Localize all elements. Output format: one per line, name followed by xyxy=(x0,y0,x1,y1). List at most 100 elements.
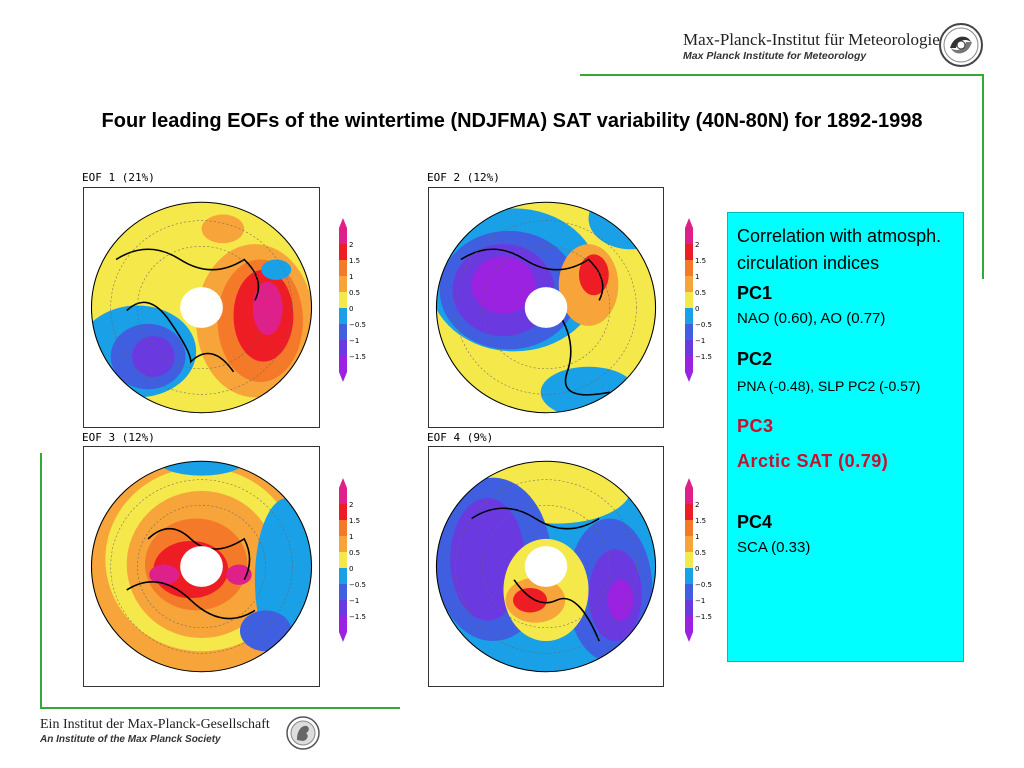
pc3-label: PC3 xyxy=(737,416,774,436)
colorbar-tick-label: 1 xyxy=(349,273,353,281)
colorbar-segment xyxy=(339,276,347,292)
colorbar-segment xyxy=(339,260,347,276)
colorbar-segment xyxy=(685,260,693,276)
colorbar-segment xyxy=(339,340,347,356)
colorbar-segment xyxy=(685,228,693,244)
colorbar-eof4: 2 1.5 1 0.5 0 −0.5 −1 −1.5 xyxy=(685,478,712,642)
colorbar-segment xyxy=(685,568,693,584)
colorbar-tick-label: −0.5 xyxy=(349,321,366,329)
pc1-label: PC1 xyxy=(737,283,773,303)
divider-right xyxy=(982,74,984,279)
minerva-logo-icon xyxy=(286,716,320,750)
colorbar-segment xyxy=(339,520,347,536)
institute-logo-icon xyxy=(939,23,983,67)
colorbar-eof2: 2 1.5 1 0.5 0 −0.5 −1 −1.5 xyxy=(685,218,712,382)
colorbar-segment xyxy=(339,244,347,260)
colorbar-tick-label: 0.5 xyxy=(349,549,360,557)
colorbar-arrow-top xyxy=(685,218,693,228)
colorbar-arrow-bottom xyxy=(685,372,693,382)
colorbar-tick-label: 1 xyxy=(349,533,353,541)
colorbar-tick-label: 2 xyxy=(695,501,699,509)
colorbar-tick-label: 1 xyxy=(695,533,699,541)
colorbar-arrow-bottom xyxy=(339,372,347,382)
colorbar-arrow-top xyxy=(339,478,347,488)
colorbar-arrow-bottom xyxy=(685,632,693,642)
colorbar-tick-label: −1.5 xyxy=(349,613,366,621)
colorbar-segment xyxy=(339,536,347,552)
colorbar-tick-label: 0 xyxy=(695,565,699,573)
colorbar-segment xyxy=(685,308,693,324)
colorbar-segment xyxy=(685,536,693,552)
colorbar-tick-label: −0.5 xyxy=(349,581,366,589)
colorbar-tick-label: 2 xyxy=(349,501,353,509)
colorbar-segment xyxy=(685,292,693,308)
colorbar-segment xyxy=(339,228,347,244)
colorbar-segment xyxy=(685,340,693,356)
correlation-info-box: Correlation with atmosph. circulation in… xyxy=(727,212,964,662)
colorbar-segment xyxy=(685,584,693,600)
colorbar-segment xyxy=(339,552,347,568)
colorbar-segment xyxy=(339,488,347,504)
colorbar-segment xyxy=(685,552,693,568)
colorbar-tick-label: −0.5 xyxy=(695,581,712,589)
colorbar-tick-label: 0.5 xyxy=(695,289,706,297)
colorbar-tick-label: −1 xyxy=(695,337,705,345)
colorbar-segment xyxy=(339,356,347,372)
pc1-value: NAO (0.60), AO (0.77) xyxy=(737,310,886,327)
colorbar-segment xyxy=(339,616,347,632)
colorbar-segment xyxy=(685,600,693,616)
colorbar-tick-label: −1.5 xyxy=(349,353,366,361)
colorbar-segment xyxy=(685,324,693,340)
pc4-label: PC4 xyxy=(737,512,773,532)
slide-title: Four leading EOFs of the wintertime (NDJ… xyxy=(101,110,923,132)
colorbar-tick-label: 0 xyxy=(695,305,699,313)
colorbar-tick-label: 1.5 xyxy=(695,257,706,265)
pc2-label: PC2 xyxy=(737,349,773,369)
pc2-value: PNA (-0.48), SLP PC2 (-0.57) xyxy=(737,378,921,394)
colorbar-segment xyxy=(685,520,693,536)
pc4-value: SCA (0.33) xyxy=(737,539,811,556)
colorbar-tick-label: −1.5 xyxy=(695,353,712,361)
colorbar-segment xyxy=(685,616,693,632)
society-name-de: Ein Institut der Max-Planck-Gesellschaft xyxy=(40,717,270,732)
colorbar-segment xyxy=(339,292,347,308)
society-name-en: An Institute of the Max Planck Society xyxy=(40,734,221,745)
eof4-map xyxy=(428,446,664,687)
colorbar-tick-label: −0.5 xyxy=(695,321,712,329)
colorbar-segment xyxy=(685,504,693,520)
colorbar-tick-label: 0.5 xyxy=(349,289,360,297)
colorbar-arrow-top xyxy=(685,478,693,488)
colorbar-eof3: 2 1.5 1 0.5 0 −0.5 −1 −1.5 xyxy=(339,478,366,642)
eof4-label: EOF 4 (9%) xyxy=(427,431,494,444)
divider-top xyxy=(580,74,984,76)
colorbar-segment xyxy=(339,568,347,584)
colorbar-tick-label: 1 xyxy=(695,273,699,281)
colorbar-tick-label: 0 xyxy=(349,565,353,573)
colorbar-tick-label: 0 xyxy=(349,305,353,313)
colorbar-tick-label: −1 xyxy=(695,597,705,605)
colorbar-tick-label: −1 xyxy=(349,597,359,605)
colorbar-tick-label: 0.5 xyxy=(695,549,706,557)
colorbar-tick-label: 1.5 xyxy=(349,517,360,525)
colorbar-eof1: 2 1.5 1 0.5 0 −0.5 −1 −1.5 xyxy=(339,218,366,382)
colorbar-segment xyxy=(685,356,693,372)
colorbar-tick-label: −1.5 xyxy=(695,613,712,621)
eof1-map xyxy=(83,187,320,428)
eof1-label: EOF 1 (21%) xyxy=(82,171,155,184)
info-intro: Correlation with atmosph. circulation in… xyxy=(737,226,942,273)
colorbar-arrow-top xyxy=(339,218,347,228)
colorbar-segment xyxy=(339,308,347,324)
divider-left xyxy=(40,453,42,708)
institute-name-de: Max-Planck-Institut für Meteorologie xyxy=(683,30,940,49)
colorbar-arrow-bottom xyxy=(339,632,347,642)
colorbar-tick-label: −1 xyxy=(349,337,359,345)
pc3-value: Arctic SAT (0.79) xyxy=(737,451,889,471)
colorbar-segment xyxy=(339,600,347,616)
colorbar-tick-label: 2 xyxy=(695,241,699,249)
colorbar-tick-label: 1.5 xyxy=(349,257,360,265)
colorbar-segment xyxy=(685,488,693,504)
colorbar-segment xyxy=(339,324,347,340)
eof2-label: EOF 2 (12%) xyxy=(427,171,500,184)
colorbar-tick-label: 2 xyxy=(349,241,353,249)
eof2-map xyxy=(428,187,664,428)
